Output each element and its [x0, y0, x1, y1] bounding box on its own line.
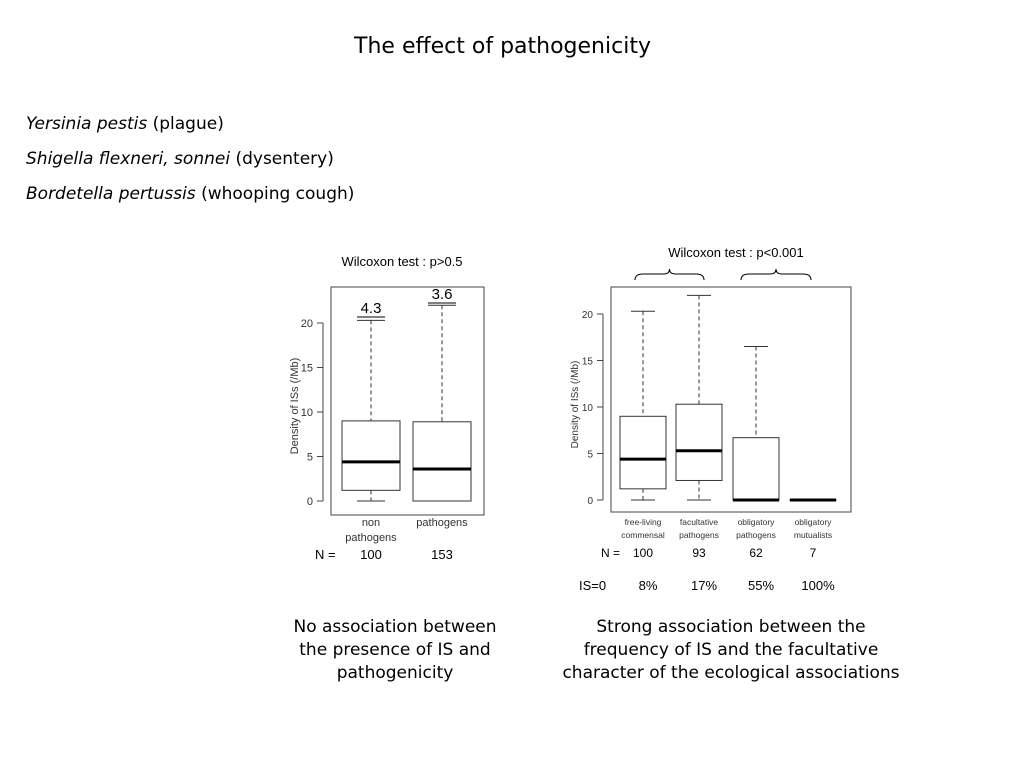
y-tick-label: 10 [582, 403, 594, 414]
y-tick-label: 20 [582, 310, 594, 321]
n-prefix-label: N = [601, 546, 620, 560]
is0-percentage: 17% [691, 578, 717, 593]
page-title: The effect of pathogenicity [354, 34, 651, 59]
plot-frame [330, 286, 485, 516]
y-tick-label: 15 [582, 357, 594, 368]
box-iqr [675, 403, 723, 481]
y-axis-label: Density of ISs (/Mb) [289, 358, 301, 455]
category-label: commensal [621, 530, 665, 540]
species-line: Shigella flexneri, sonnei (dysentery) [26, 149, 334, 169]
y-tick-label: 15 [301, 363, 313, 375]
species-name: Shigella flexneri, sonnei [26, 149, 231, 169]
box-iqr [619, 415, 667, 490]
species-line: Yersinia pestis (plague) [26, 114, 224, 134]
plot-frame [610, 286, 852, 513]
wilcoxon-test-label: Wilcoxon test : p<0.001 [668, 245, 804, 260]
y-tick-label: 20 [301, 318, 313, 330]
box-iqr [412, 421, 472, 502]
category-label: pathogens [679, 530, 719, 540]
species-note: (dysentery) [230, 149, 334, 169]
is0-prefix-label: IS=0 [579, 578, 606, 593]
max-density-label: 3.6 [432, 286, 453, 303]
n-value: 100 [360, 547, 382, 562]
species-line: Bordetella pertussis (whooping cough) [26, 184, 354, 204]
is0-percentage: 55% [748, 578, 774, 593]
y-tick-label: 5 [307, 452, 313, 464]
category-label: pathogens [416, 517, 468, 529]
caption-right: Strong association between the frequency… [562, 617, 900, 683]
box-iqr [732, 437, 780, 501]
max-density-label: 4.3 [361, 300, 382, 317]
category-label: pathogens [736, 530, 776, 540]
is0-percentage: 8% [639, 578, 658, 593]
y-tick-label: 5 [587, 450, 593, 461]
y-tick-label: 0 [587, 496, 593, 507]
category-label: obligatory [795, 517, 833, 527]
species-name: Bordetella pertussis [26, 184, 196, 204]
category-label: facultative [680, 517, 719, 527]
y-axis-label: Density of ISs (/Mb) [570, 361, 581, 449]
species-note: (whooping cough) [195, 184, 355, 204]
is0-percentage: 100% [801, 578, 835, 593]
brace-free-living-facultative [634, 268, 705, 281]
n-value: 62 [749, 546, 763, 560]
n-value: 7 [810, 546, 817, 560]
species-note: (plague) [147, 114, 224, 134]
category-label: mutualists [794, 530, 832, 540]
category-label: non [362, 517, 380, 529]
category-label: pathogens [345, 532, 397, 544]
y-tick-label: 0 [307, 496, 313, 508]
category-label: free-living [625, 517, 662, 527]
species-name: Yersinia pestis [26, 114, 148, 134]
n-prefix-label: N = [315, 547, 336, 562]
wilcoxon-test-label: Wilcoxon test : p>0.5 [341, 254, 462, 269]
caption-left: No association between the presence of I… [293, 617, 497, 683]
n-value: 153 [431, 547, 453, 562]
y-tick-label: 10 [301, 407, 313, 419]
n-value: 100 [633, 546, 653, 560]
n-value: 93 [692, 546, 706, 560]
box-iqr [341, 420, 401, 491]
brace-obligatory [740, 268, 812, 281]
category-label: obligatory [738, 517, 776, 527]
